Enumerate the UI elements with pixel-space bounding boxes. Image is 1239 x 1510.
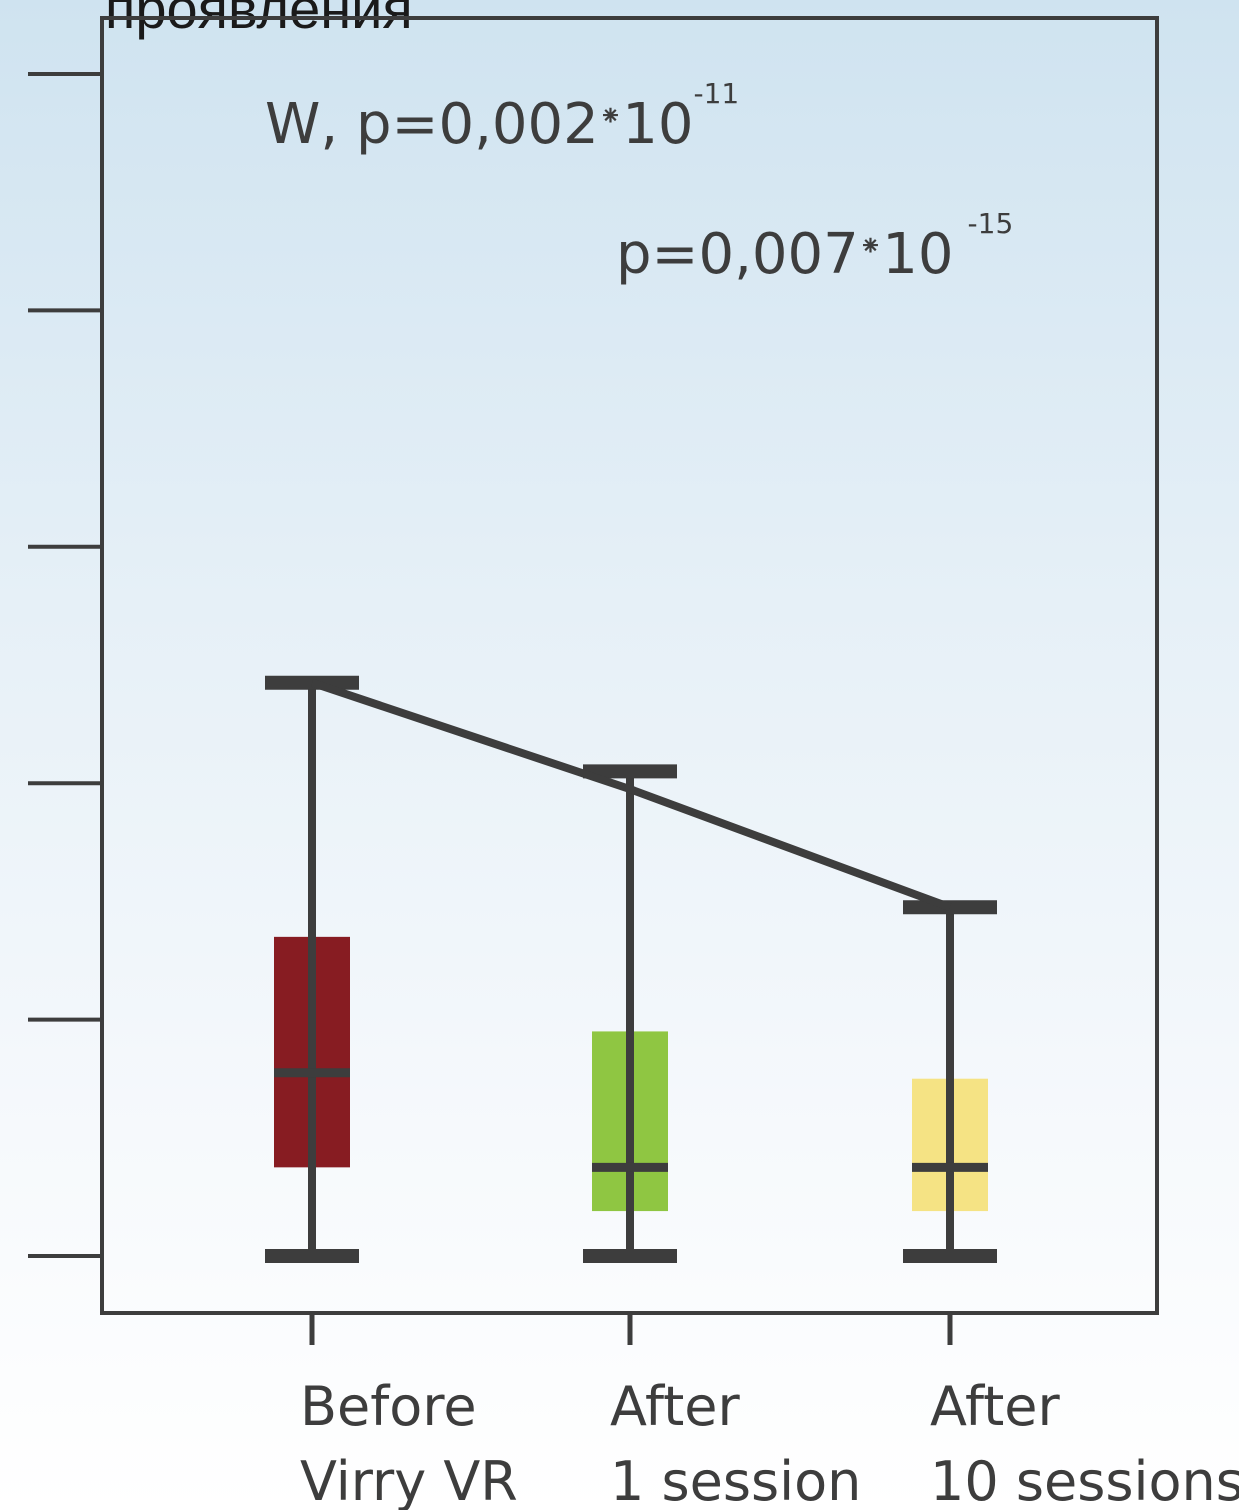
x-tick-label-after-1-line2: 1 session [610, 1450, 861, 1510]
annotation-1: W, p=0,002⁕10-11 [265, 77, 739, 157]
annotation-1-exponent: -11 [694, 77, 740, 110]
annotation-2-text: p=0,007 [616, 222, 859, 287]
annotation-1-base: 10 [622, 92, 693, 157]
annotation-2-base: 10 [882, 222, 953, 287]
x-tick-label-before: Before [300, 1375, 477, 1438]
annotation-2: p=0,007⁕10 -15 [616, 207, 1013, 287]
x-tick-label-after-10: After [930, 1375, 1060, 1438]
x-tick-label-before-line2: Virry VR [300, 1450, 518, 1510]
annotation-2-separator: ⁕ [859, 229, 882, 262]
annotation-2-exponent: -15 [968, 207, 1014, 240]
annotation-1-text: W, p=0,002 [265, 92, 599, 157]
trend-line [310, 678, 952, 912]
annotation-1-separator: ⁕ [599, 99, 622, 132]
x-tick-label-after-10-line2: 10 sessions [930, 1450, 1239, 1510]
x-tick-label-after-1: After [610, 1375, 740, 1438]
